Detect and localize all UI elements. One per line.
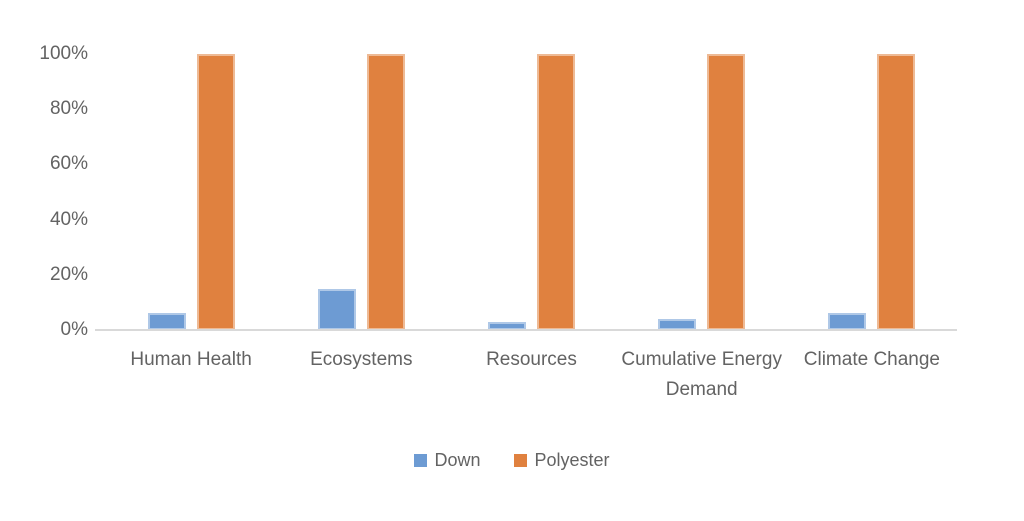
y-axis-tick-label: 40% (49, 208, 88, 230)
bar-group (446, 54, 616, 330)
y-axis-tick-label: 0% (60, 319, 88, 340)
legend-swatch-icon (414, 454, 428, 467)
down-bar (147, 313, 186, 330)
down-bar (658, 318, 697, 330)
legend-swatch-icon (514, 454, 528, 467)
down-bar (828, 313, 867, 330)
x-axis-category-label: Human Health (130, 349, 252, 370)
legend-item-down: Down (414, 450, 480, 471)
bar-group (106, 54, 276, 330)
down-bar (317, 288, 356, 330)
x-axis-category-label: Resources (486, 349, 577, 370)
legend-item-polyester: Polyester (514, 450, 610, 471)
y-axis-tick-label: 80% (49, 98, 88, 120)
bar-group (276, 54, 446, 330)
polyester-bar (707, 54, 746, 330)
legend-label: Down (434, 450, 481, 470)
polyester-bar (366, 54, 405, 330)
chart-legend: Down Polyester (0, 450, 1024, 471)
down-bar (487, 321, 526, 330)
y-axis-tick-label: 60% (49, 153, 88, 175)
x-axis-line (95, 329, 957, 331)
polyester-bar (877, 54, 916, 330)
x-axis-category-label: Ecosystems (310, 349, 413, 370)
bar-group (787, 54, 957, 330)
polyester-bar (536, 54, 575, 330)
x-axis-category-label: Cumulative Energy Demand (621, 349, 782, 400)
x-axis-category-label: Climate Change (803, 349, 941, 370)
y-axis-tick-label: 20% (49, 263, 88, 285)
legend-label: Polyester (534, 450, 610, 470)
bar-group (617, 54, 787, 330)
y-axis-tick-label: 100% (39, 43, 88, 64)
polyester-bar (196, 54, 235, 330)
